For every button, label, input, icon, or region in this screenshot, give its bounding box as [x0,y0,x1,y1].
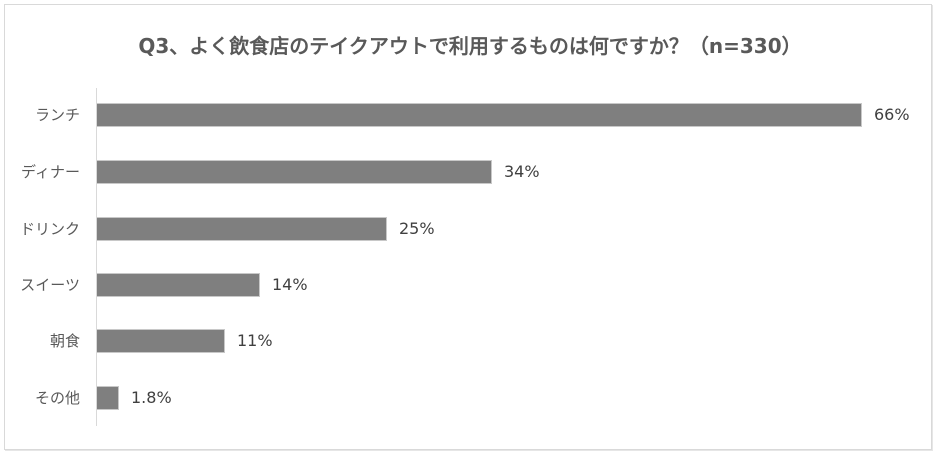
category-label: その他 [34,389,80,407]
bar [97,273,260,297]
bar-row-other: その他 1.8% [0,386,940,410]
category-label: スイーツ [20,276,80,294]
bar [97,217,387,241]
bar-row-lunch: ランチ 66% [0,103,940,127]
category-label: ディナー [21,163,80,181]
value-label: 14% [272,275,308,294]
value-label: 66% [874,105,910,124]
value-label: 11% [237,331,273,350]
value-label: 34% [504,162,540,181]
bar-row-dinner: ディナー 34% [0,160,940,184]
bar [97,386,119,410]
y-axis-line [96,88,97,426]
bar [97,160,492,184]
value-label: 25% [399,219,435,238]
bar-row-drink: ドリンク 25% [0,217,940,241]
bar-row-sweets: スイーツ 14% [0,273,940,297]
bar-row-breakfast: 朝食 11% [0,329,940,353]
chart-title: Q3、よく飲食店のテイクアウトで利用するものは何ですか？（n=330） [138,34,802,58]
category-label: 朝食 [49,332,80,350]
bar [97,329,225,353]
bar [97,103,862,127]
category-label: ドリンク [19,220,80,238]
value-label: 1.8% [131,388,172,407]
category-label: ランチ [34,106,80,124]
